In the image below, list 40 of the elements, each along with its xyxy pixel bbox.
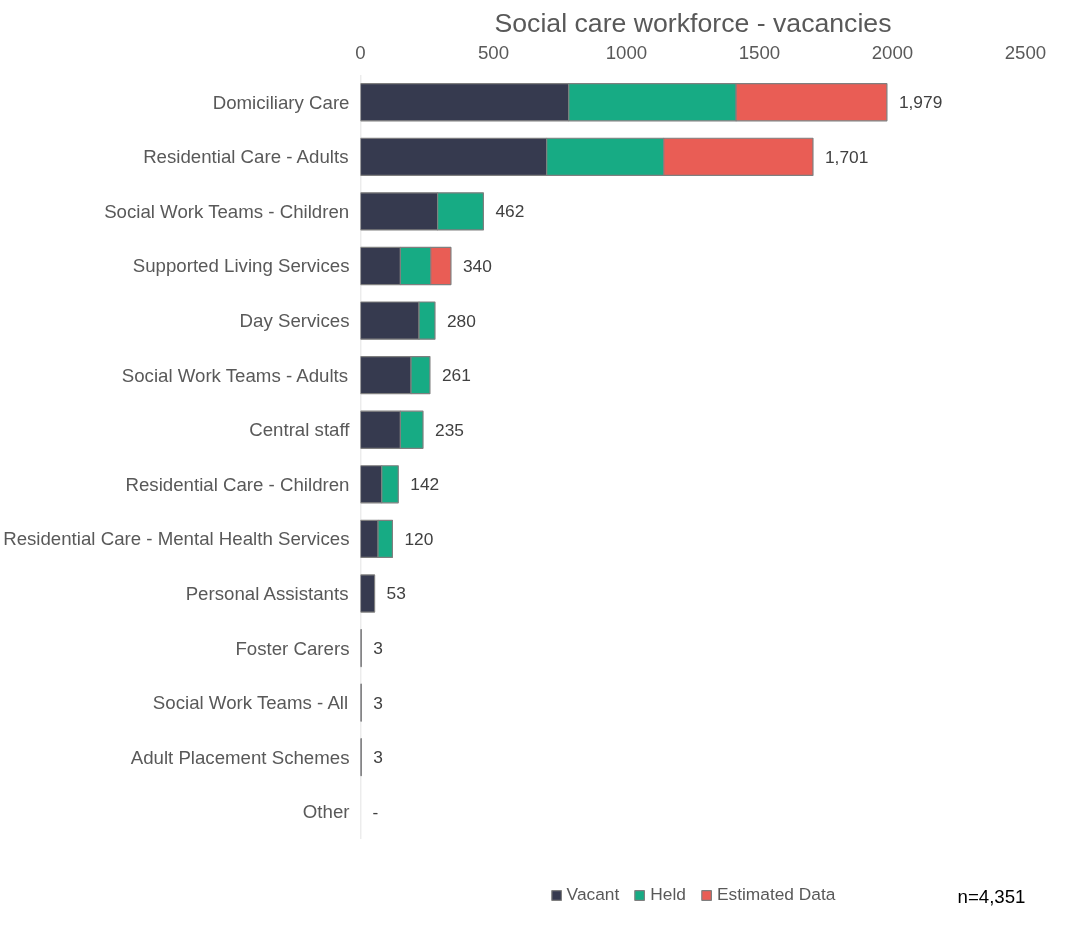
total-label: 462 (495, 201, 525, 222)
total-label: 3 (373, 638, 383, 659)
chart-title: Social care workforce - vacancies (494, 7, 892, 38)
y-tick-label: Social Work Teams - Adults (121, 364, 349, 386)
y-tick-label: Social Work Teams - All (152, 692, 349, 714)
y-tick-label: Social Work Teams - Children (104, 200, 350, 222)
legend-label: Estimated Data (716, 884, 836, 905)
y-tick-label: Residential Care - Mental Health Services (3, 528, 350, 550)
y-tick-label: Supported Living Services (132, 255, 350, 277)
x-tick-label: 1000 (605, 41, 648, 63)
legend-label: Held (650, 884, 686, 905)
bar (360, 574, 376, 613)
total-label: 280 (446, 310, 476, 331)
text: n=4,351 (957, 885, 1026, 907)
x-tick-label: 2000 (871, 41, 914, 63)
total-label: 1,701 (824, 146, 869, 167)
y-tick-label: Residential Care - Adults (143, 146, 349, 168)
total-label: 120 (404, 528, 434, 549)
total-label: 3 (373, 692, 383, 713)
total-label: 142 (410, 474, 440, 495)
y-tick-label: Residential Care - Children (125, 473, 350, 495)
y-tick-label: Domiciliary Care (212, 91, 350, 113)
total-label: 340 (462, 255, 492, 276)
x-tick-label: 2500 (1004, 41, 1047, 63)
x-tick-label: 0 (355, 41, 366, 63)
total-label: 235 (435, 419, 464, 440)
y-tick-label: Personal Assistants (185, 582, 349, 604)
y-tick-label: Foster Carers (235, 637, 350, 659)
total-label: 53 (386, 583, 406, 604)
x-tick-label: 500 (477, 41, 510, 63)
y-tick-label: Central staff (249, 419, 351, 441)
x-tick-label: 1500 (738, 41, 781, 63)
y-tick-label: Day Services (239, 310, 350, 332)
total-label: 3 (373, 747, 383, 768)
total-label: 1,979 (898, 92, 943, 113)
legend-label: Vacant (566, 884, 620, 905)
y-tick-label: Adult Placement Schemes (130, 746, 350, 768)
total-label: - (372, 801, 379, 822)
y-tick-label: Other (302, 801, 350, 823)
total-label: 261 (441, 365, 471, 386)
